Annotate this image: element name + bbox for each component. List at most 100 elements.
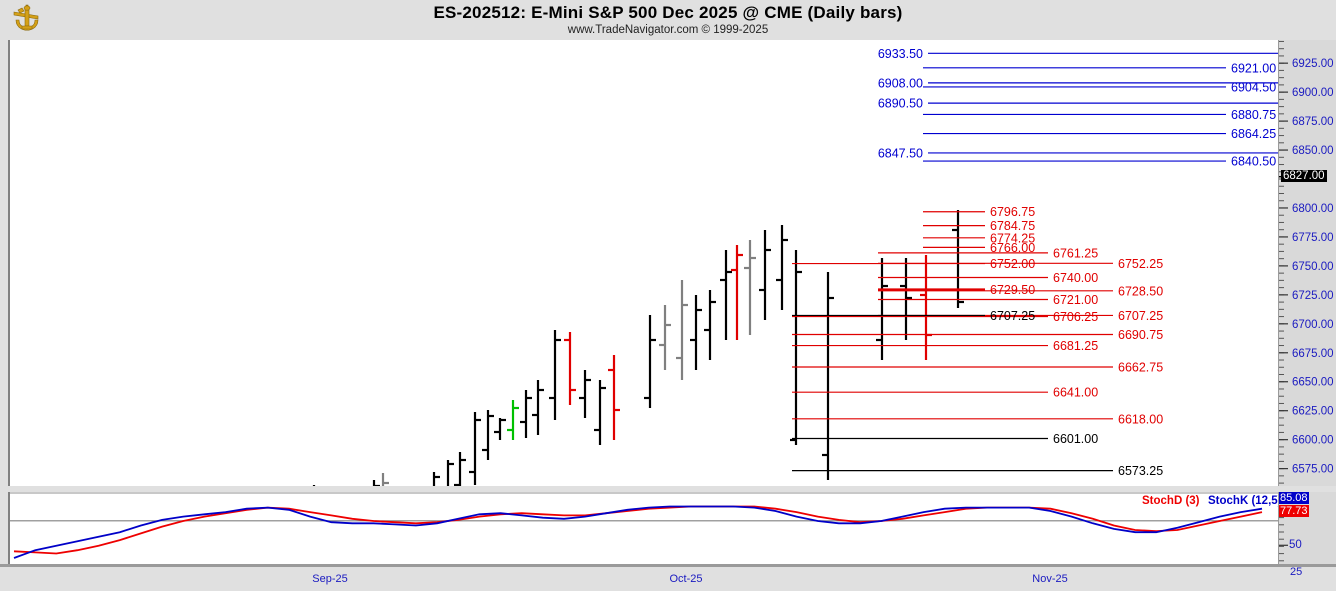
red-level-line[interactable]: 6721.00 <box>878 293 1098 307</box>
price-axis-tick-label: 6925.00 <box>1292 58 1334 70</box>
level-label: 6618.00 <box>1118 412 1163 426</box>
level-label: 6752.25 <box>1118 257 1163 271</box>
ohlc-bar <box>494 418 506 440</box>
black-level-line[interactable]: 6573.25 <box>792 464 1163 478</box>
level-label: 6904.50 <box>1231 80 1276 94</box>
ohlc-bar <box>676 280 688 380</box>
price-axis-tick-label: 6575.00 <box>1292 464 1334 476</box>
blue-level-line[interactable]: 6880.75 <box>923 108 1276 122</box>
ohlc-bar <box>454 452 466 486</box>
stochastic-svg: StochD (3) StochK (12,5) <box>10 492 1278 559</box>
ohlc-bar <box>690 295 702 370</box>
level-label: 6766.00 <box>990 241 1035 255</box>
price-axis-tick-label: 6675.00 <box>1292 348 1334 360</box>
ohlc-bar <box>704 290 716 360</box>
blue-level-line[interactable]: 6921.00 <box>923 61 1276 75</box>
ohlc-bar <box>432 472 440 486</box>
level-label: 6840.50 <box>1231 155 1276 169</box>
blue-level-line[interactable]: 6840.50 <box>923 155 1276 169</box>
bottom-divider <box>0 564 1336 567</box>
red-level-line[interactable]: 6729.50 <box>878 283 1035 297</box>
red-level-line[interactable]: 6681.25 <box>792 339 1098 353</box>
ohlc-bar <box>594 380 606 445</box>
red-level-line[interactable]: 6690.75 <box>792 328 1163 342</box>
red-level-line[interactable]: 6618.00 <box>792 412 1163 426</box>
price-axis-tick-label: 6800.00 <box>1292 203 1334 215</box>
level-label: 6752.00 <box>990 257 1035 271</box>
level-label: 6690.75 <box>1118 328 1163 342</box>
blue-level-line[interactable]: 6933.50 <box>878 47 1278 61</box>
ohlc-bar <box>876 258 888 360</box>
ohlc-bar <box>759 230 771 320</box>
blue-level-line[interactable]: 6904.50 <box>923 80 1276 94</box>
stoch-k-legend: StochK (12,5) <box>1208 495 1278 507</box>
level-label: 6796.75 <box>990 205 1035 219</box>
blue-level-line[interactable]: 6908.00 <box>878 76 1278 90</box>
black-level-line[interactable]: 6601.00 <box>792 432 1098 446</box>
ohlc-bar <box>532 380 544 435</box>
ohlc-bar <box>720 250 732 340</box>
level-label: 6641.00 <box>1053 386 1098 400</box>
red-level-line[interactable]: 6761.25 <box>878 246 1098 260</box>
stochastic-axis[interactable]: 50 85.08 77.73 <box>1278 492 1336 564</box>
ohlc-bar <box>731 245 743 340</box>
price-chart-svg: 6933.50 6921.00 6908.00 6904.50 6890.50 6880.… <box>312 47 1278 486</box>
level-label: 6847.50 <box>878 146 923 160</box>
chart-header: ES-202512: E-Mini S&P 500 Dec 2025 @ CME… <box>0 0 1336 40</box>
date-axis-tick-label: Nov-25 <box>1032 573 1067 585</box>
blue-level-line[interactable]: 6890.50 <box>878 97 1278 111</box>
price-chart-panel[interactable]: 6933.50 6921.00 6908.00 6904.50 6890.50 6880.… <box>8 40 1280 486</box>
price-axis-tick-label: 6725.00 <box>1292 290 1334 302</box>
genesis-anchor-logo <box>13 4 39 31</box>
red-level-line[interactable]: 6641.00 <box>792 386 1098 400</box>
black-level-line[interactable]: 6707.25 <box>792 309 1035 323</box>
red-level-line[interactable]: 6662.75 <box>792 360 1163 374</box>
price-axis-tick-label: 6600.00 <box>1292 435 1334 447</box>
price-axis-tick-label: 6875.00 <box>1292 116 1334 128</box>
ohlc-bar <box>659 305 671 370</box>
ohlc-bar <box>549 330 561 420</box>
ohlc-bar <box>952 210 964 308</box>
date-axis-svg: Sep-25 Oct-25 Nov-25 25 <box>312 567 1302 585</box>
level-label: 6908.00 <box>878 76 923 90</box>
red-level-line[interactable]: 6784.75 <box>923 219 1035 233</box>
ohlc-bar <box>381 473 389 486</box>
ohlc-bar <box>776 225 788 310</box>
ohlc-bar <box>579 370 591 418</box>
stoch-axis-tick-label-25: 25 <box>1290 567 1302 578</box>
panel-divider <box>0 486 1336 492</box>
level-label: 6921.00 <box>1231 61 1276 75</box>
red-level-line[interactable]: 6706.25 <box>792 310 1098 324</box>
ohlc-bar <box>790 250 802 445</box>
blue-level-line[interactable]: 6847.50 <box>878 146 1278 160</box>
ohlc-bar <box>564 332 576 405</box>
level-label: 6729.50 <box>990 283 1035 297</box>
red-level-line[interactable]: 6752.00 <box>792 257 1035 271</box>
level-label: 6601.00 <box>1053 432 1098 446</box>
stoch-k-line <box>13 505 1263 559</box>
price-axis-tick-label: 6775.00 <box>1292 232 1334 244</box>
ohlc-bar <box>608 355 620 440</box>
red-level-line[interactable]: 6796.75 <box>923 205 1035 219</box>
price-axis[interactable]: 6925.00 6900.00 6875.00 6850.00 6800.00 6775.… <box>1278 40 1336 486</box>
red-level-line[interactable]: 6774.25 <box>923 231 1035 245</box>
price-axis-tick-label: 6900.00 <box>1292 87 1334 99</box>
level-label: 6706.25 <box>1053 310 1098 324</box>
level-label: 6573.25 <box>1118 464 1163 478</box>
level-label: 6707.25 <box>1118 309 1163 323</box>
stochastic-panel[interactable]: StochD (3) StochK (12,5) <box>8 492 1280 564</box>
ohlc-bar <box>520 390 532 438</box>
red-level-line[interactable]: 6766.00 <box>923 241 1035 255</box>
red-level-line[interactable]: 6728.50 <box>878 284 1163 298</box>
level-label: 6721.00 <box>1053 293 1098 307</box>
page-title: ES-202512: E-Mini S&P 500 Dec 2025 @ CME… <box>433 3 903 22</box>
date-axis[interactable]: Sep-25 Oct-25 Nov-25 25 <box>0 567 1336 591</box>
price-axis-tick-label: 6850.00 <box>1292 145 1334 157</box>
red-level-line[interactable]: 6740.00 <box>878 271 1098 285</box>
ohlc-bar <box>482 410 494 460</box>
ohlc-bar <box>469 412 481 485</box>
level-label: 6784.75 <box>990 219 1035 233</box>
ohlc-bar <box>507 400 519 440</box>
blue-level-line[interactable]: 6864.25 <box>923 127 1276 141</box>
price-axis-tick-label: 6750.00 <box>1292 261 1334 273</box>
